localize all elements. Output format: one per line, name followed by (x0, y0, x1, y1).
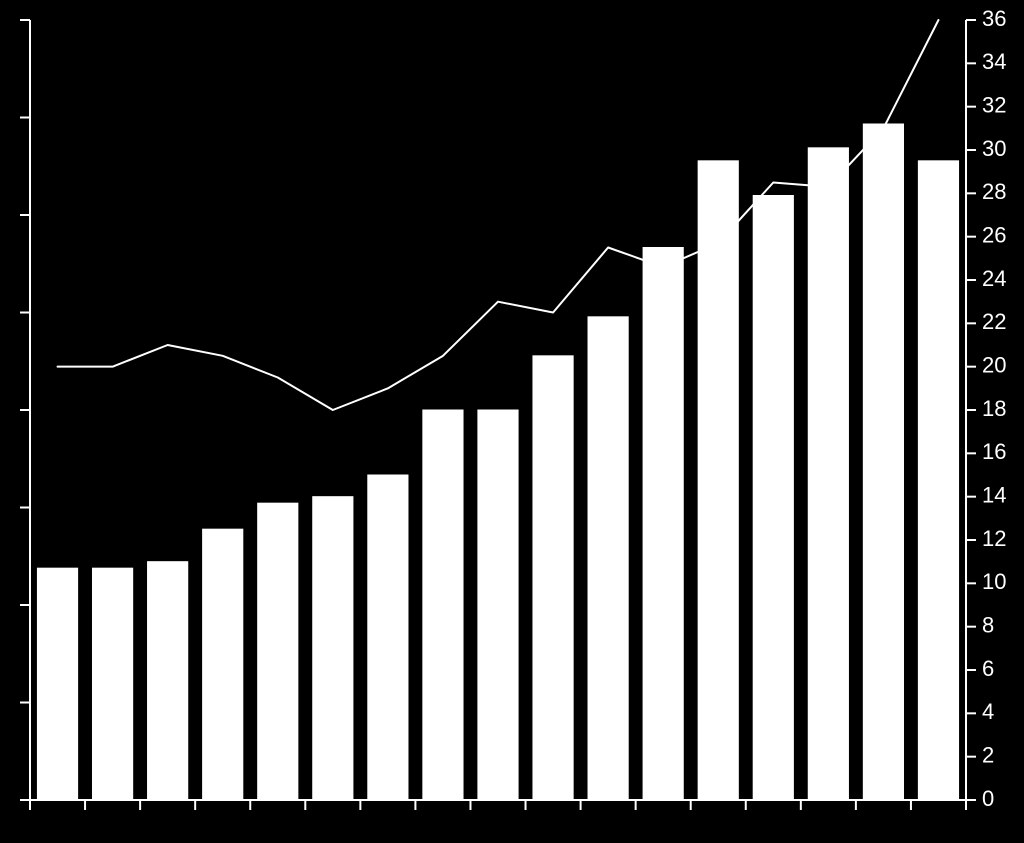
right-tick-label: 22 (982, 309, 1006, 334)
right-tick-label: 36 (982, 6, 1006, 31)
bar (423, 410, 463, 800)
right-tick-label: 32 (982, 92, 1006, 117)
bar (753, 196, 793, 801)
right-tick-label: 28 (982, 179, 1006, 204)
right-tick-label: 12 (982, 526, 1006, 551)
bar (37, 568, 77, 800)
bar (148, 562, 188, 800)
right-tick-label: 4 (982, 699, 994, 724)
bar (203, 529, 243, 800)
bar (258, 503, 298, 800)
bar (918, 161, 958, 800)
bar (478, 410, 518, 800)
right-tick-label: 24 (982, 266, 1006, 291)
bar (533, 356, 573, 800)
right-tick-label: 16 (982, 439, 1006, 464)
bar (92, 568, 132, 800)
right-tick-label: 14 (982, 482, 1006, 507)
right-tick-label: 2 (982, 742, 994, 767)
bar (313, 497, 353, 800)
right-tick-label: 6 (982, 656, 994, 681)
right-tick-label: 18 (982, 396, 1006, 421)
bar (588, 317, 628, 800)
bar (808, 148, 848, 800)
right-tick-label: 0 (982, 786, 994, 811)
right-tick-label: 26 (982, 222, 1006, 247)
right-tick-label: 20 (982, 352, 1006, 377)
bar (698, 161, 738, 800)
bar (643, 248, 683, 801)
combo-chart: 024681012141618202224262830323436 (0, 0, 1024, 843)
bar (368, 475, 408, 800)
right-tick-label: 30 (982, 136, 1006, 161)
right-tick-label: 10 (982, 569, 1006, 594)
right-tick-label: 8 (982, 612, 994, 637)
right-tick-label: 34 (982, 49, 1006, 74)
bar (863, 124, 903, 800)
